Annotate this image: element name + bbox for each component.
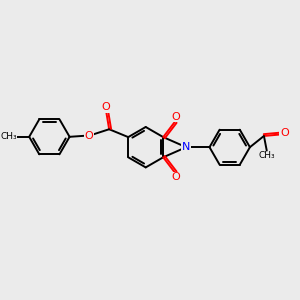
Text: O: O <box>84 131 93 141</box>
Text: CH₃: CH₃ <box>1 132 17 141</box>
Text: O: O <box>171 172 180 182</box>
Text: O: O <box>280 128 289 138</box>
Text: N: N <box>182 142 190 152</box>
Text: CH₃: CH₃ <box>258 151 275 160</box>
Text: O: O <box>101 102 110 112</box>
Text: O: O <box>171 112 180 122</box>
